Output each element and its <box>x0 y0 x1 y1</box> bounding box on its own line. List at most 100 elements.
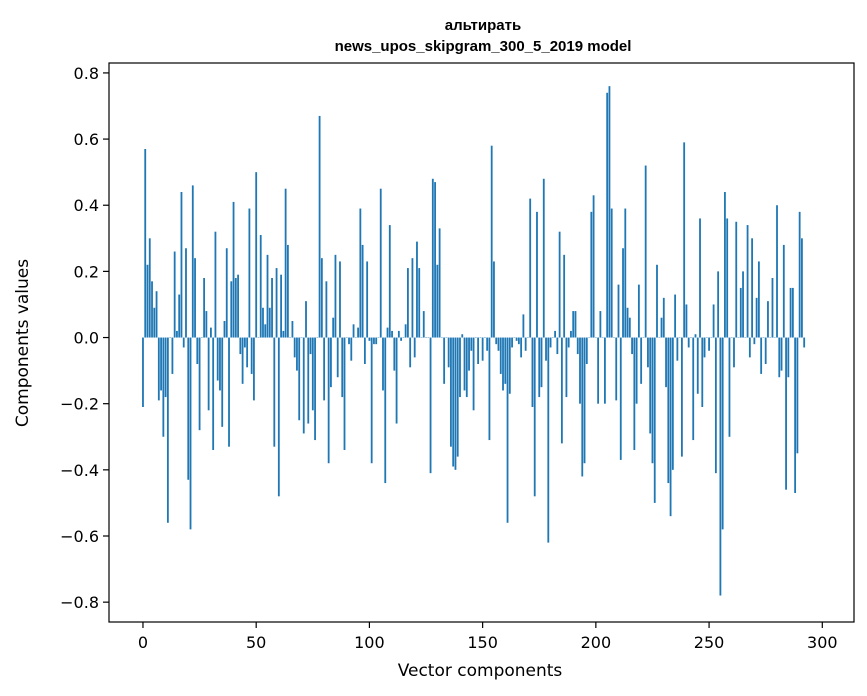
bar-9 <box>162 337 165 437</box>
bar-135 <box>447 337 450 368</box>
bar-140 <box>459 337 461 398</box>
bar-268 <box>748 337 751 358</box>
bar-79 <box>320 258 323 338</box>
bar-224 <box>649 337 652 434</box>
bar-235 <box>674 294 677 338</box>
bar-57 <box>271 278 273 338</box>
bar-33 <box>216 337 219 381</box>
bar-258 <box>726 218 729 338</box>
bar-116 <box>404 324 407 338</box>
bar-159 <box>502 337 504 391</box>
bar-168 <box>522 314 525 338</box>
bar-262 <box>735 221 738 338</box>
bar-55 <box>266 254 269 338</box>
bar-239 <box>683 142 686 338</box>
bar-225 <box>651 337 654 464</box>
bar-17 <box>180 192 183 338</box>
bar-280 <box>776 205 778 338</box>
bar-101 <box>370 337 373 464</box>
y-tick-label: 0.6 <box>74 130 99 149</box>
bar-106 <box>382 337 384 391</box>
bar-233 <box>669 337 672 517</box>
bar-163 <box>511 337 513 348</box>
bar-67 <box>293 337 296 358</box>
bar-38 <box>228 337 230 447</box>
bar-150 <box>481 337 484 361</box>
bar-175 <box>538 337 541 398</box>
bar-56 <box>268 307 271 338</box>
bar-119 <box>411 258 414 338</box>
bar-264 <box>739 287 742 338</box>
bar-100 <box>368 337 371 341</box>
bar-244 <box>694 334 697 338</box>
bar-240 <box>685 304 688 338</box>
bar-206 <box>608 86 611 338</box>
bar-261 <box>733 337 735 368</box>
bar-15 <box>176 330 178 338</box>
bar-114 <box>400 337 403 341</box>
y-tick-label: 0.4 <box>74 196 99 215</box>
y-tick-label: −0.8 <box>60 593 99 612</box>
bar-142 <box>463 337 466 391</box>
bar-43 <box>239 337 242 355</box>
x-axis-label: Vector components <box>398 661 563 681</box>
bar-47 <box>248 208 251 338</box>
bar-254 <box>717 271 720 338</box>
bar-226 <box>653 337 656 503</box>
bar-187 <box>565 337 568 398</box>
x-tick-label: 250 <box>694 633 725 652</box>
bar-8 <box>160 337 162 391</box>
y-tick-label: 0.0 <box>74 329 99 348</box>
bar-179 <box>547 337 550 543</box>
bar-284 <box>785 337 787 490</box>
bar-255 <box>719 337 722 596</box>
bar-40 <box>232 201 235 338</box>
bar-27 <box>203 278 206 338</box>
bar-1 <box>144 149 147 338</box>
bar-248 <box>703 337 706 358</box>
bar-28 <box>205 311 208 338</box>
bar-108 <box>386 327 389 338</box>
bar-49 <box>253 337 255 401</box>
bar-198 <box>590 211 593 338</box>
bar-73 <box>307 337 310 424</box>
bar-41 <box>234 278 237 338</box>
bar-158 <box>499 337 502 374</box>
bar-60 <box>277 337 280 497</box>
bar-112 <box>395 337 398 424</box>
bar-109 <box>388 225 391 338</box>
bar-14 <box>173 251 176 338</box>
bar-152 <box>486 337 489 351</box>
bar-6 <box>155 291 158 338</box>
bar-24 <box>196 337 199 364</box>
bar-271 <box>755 297 758 338</box>
bar-290 <box>798 211 801 338</box>
bar-161 <box>506 337 509 523</box>
bar-122 <box>418 268 421 338</box>
bar-245 <box>696 337 699 394</box>
bar-42 <box>237 274 239 338</box>
bar-2 <box>146 264 149 338</box>
bar-series <box>142 86 806 596</box>
bar-210 <box>617 284 620 338</box>
bar-68 <box>296 337 298 371</box>
bar-189 <box>570 330 572 338</box>
bar-162 <box>508 337 511 394</box>
bar-45 <box>243 337 246 348</box>
bar-212 <box>622 248 624 338</box>
bar-110 <box>391 330 393 338</box>
y-axis-label: Components values <box>13 259 33 427</box>
bar-16 <box>178 294 181 338</box>
bar-153 <box>488 337 491 441</box>
bar-127 <box>429 337 432 474</box>
bar-59 <box>275 268 278 338</box>
bar-46 <box>246 337 249 368</box>
bar-72 <box>305 301 307 338</box>
x-tick-label: 50 <box>246 633 266 652</box>
bar-80 <box>323 337 326 401</box>
bar-196 <box>585 337 588 364</box>
bar-157 <box>497 337 500 351</box>
x-tick-label: 300 <box>807 633 838 652</box>
bar-30 <box>209 327 212 338</box>
